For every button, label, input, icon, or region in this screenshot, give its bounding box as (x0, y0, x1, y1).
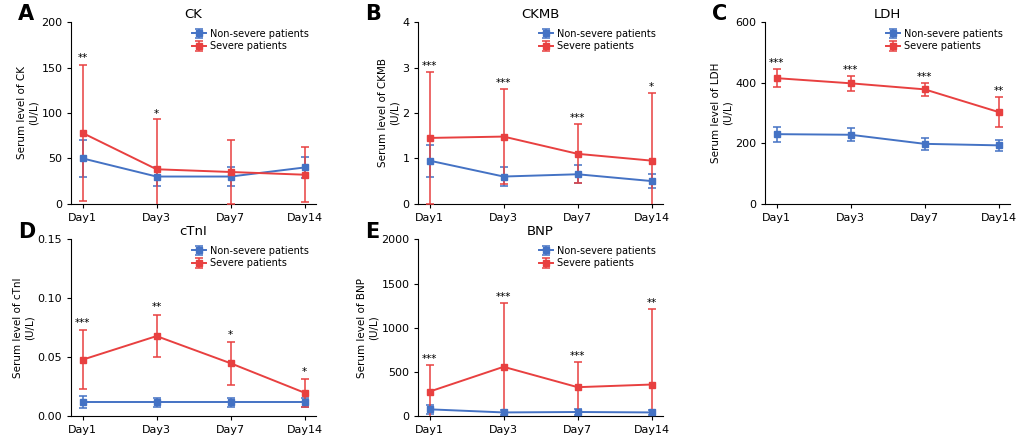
Text: ***: *** (570, 351, 585, 361)
Title: CK: CK (184, 8, 203, 21)
Text: ***: *** (570, 113, 585, 124)
Text: ***: *** (768, 58, 784, 68)
Y-axis label: Serum level of cTnI
(U/L): Serum level of cTnI (U/L) (13, 278, 35, 378)
Text: E: E (365, 222, 378, 241)
Text: **: ** (646, 298, 656, 308)
Text: *: * (302, 367, 307, 377)
Y-axis label: Serum level of CKMB
(U/L): Serum level of CKMB (U/L) (377, 58, 399, 167)
Text: ***: *** (842, 65, 857, 75)
Legend: Non-severe patients, Severe patients: Non-severe patients, Severe patients (190, 27, 311, 53)
Text: ***: *** (74, 318, 90, 328)
Title: BNP: BNP (527, 225, 553, 238)
Y-axis label: Serum level of BNP
(U/L): Serum level of BNP (U/L) (357, 278, 378, 378)
Text: **: ** (993, 86, 1003, 96)
Legend: Non-severe patients, Severe patients: Non-severe patients, Severe patients (536, 244, 657, 270)
Text: **: ** (77, 53, 88, 63)
Text: ***: *** (422, 61, 437, 71)
Title: cTnI: cTnI (179, 225, 207, 238)
Legend: Non-severe patients, Severe patients: Non-severe patients, Severe patients (536, 27, 657, 53)
Text: *: * (154, 109, 159, 119)
Text: ***: *** (916, 72, 931, 82)
Text: B: B (365, 4, 380, 24)
Text: ***: *** (495, 78, 511, 88)
Legend: Non-severe patients, Severe patients: Non-severe patients, Severe patients (190, 244, 311, 270)
Text: **: ** (151, 303, 162, 312)
Text: ***: *** (422, 354, 437, 364)
Title: CKMB: CKMB (521, 8, 559, 21)
Y-axis label: Serum level of LDH
(U/L): Serum level of LDH (U/L) (710, 63, 732, 163)
Title: LDH: LDH (873, 8, 901, 21)
Text: A: A (17, 4, 34, 24)
Text: *: * (648, 82, 653, 92)
Legend: Non-severe patients, Severe patients: Non-severe patients, Severe patients (882, 27, 1004, 53)
Text: C: C (711, 4, 727, 24)
Text: D: D (17, 222, 35, 241)
Text: *: * (228, 330, 233, 340)
Text: ***: *** (495, 292, 511, 302)
Y-axis label: Serum level of CK
(U/L): Serum level of CK (U/L) (17, 66, 39, 159)
